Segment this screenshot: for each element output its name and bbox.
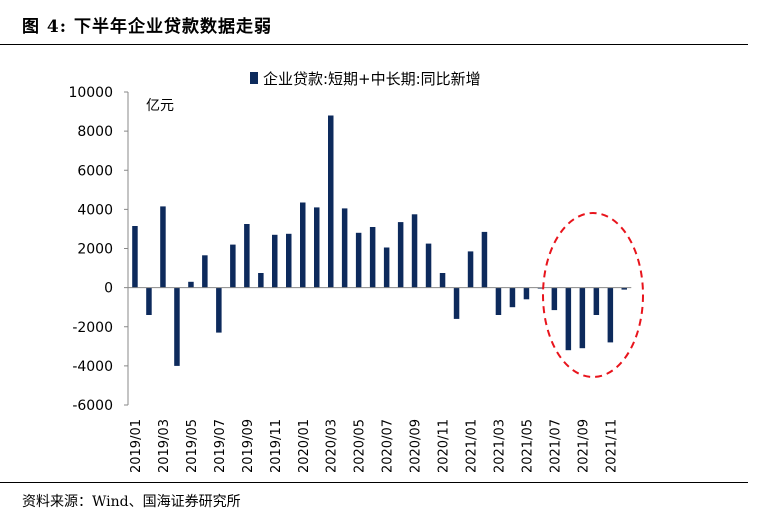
x-tick-label: 2020/11: [437, 419, 452, 473]
y-tick-label: 2000: [77, 242, 113, 258]
bar: [411, 214, 418, 288]
x-tick-label: 2019/11: [269, 419, 284, 473]
bar: [286, 233, 292, 288]
x-tick-label: 2021/09: [576, 419, 591, 473]
x-tick-label: 2019/05: [185, 419, 200, 473]
figure-footer: 资料来源：Wind、国海证券研究所: [0, 482, 748, 513]
bar: [467, 251, 474, 288]
legend-label: 企业贷款:短期+中长期:同比新增: [263, 70, 481, 88]
bar: [383, 247, 390, 288]
bar: [509, 287, 516, 308]
x-axis: 2019/01 2019/03 2019/05 2019/07 2019/09 2019/…: [128, 287, 632, 473]
x-tick-label: 2019/07: [213, 419, 228, 473]
bar: [160, 206, 166, 288]
y-tick-label: 6000: [77, 163, 113, 179]
y-axis: 10000 8000 6000 4000 2000 0 -2000 -4000 -6000: [68, 85, 129, 414]
bar: [369, 227, 376, 288]
bar: [341, 208, 348, 288]
figure-header: 图 4: 下半年企业贷款数据走弱: [0, 0, 748, 45]
bar: [328, 115, 334, 288]
bar: [216, 287, 222, 333]
x-tick-label: 2021/11: [604, 419, 619, 473]
bar: [272, 234, 278, 288]
y-tick-label: 10000: [68, 85, 113, 101]
bar: [481, 231, 488, 288]
bar: [244, 224, 250, 288]
x-tick-label: 2019/03: [157, 419, 172, 473]
bar: [551, 287, 558, 311]
bar-series: [132, 115, 627, 366]
highlight-ellipse: [542, 212, 644, 378]
bar: [202, 255, 208, 288]
bar: [621, 287, 627, 290]
bar: [565, 287, 572, 351]
x-tick-label: 2019/09: [241, 419, 256, 473]
bar: [258, 273, 264, 288]
x-tick-label: 2021/05: [520, 419, 535, 473]
bar: [132, 226, 138, 288]
bar: [300, 202, 306, 288]
x-tick-label: 2021/01: [465, 419, 480, 473]
x-tick-label: 2021/07: [548, 419, 563, 473]
chart-legend: 企业贷款:短期+中长期:同比新增: [250, 70, 481, 88]
bar: [607, 287, 614, 343]
bar: [495, 287, 502, 315]
y-tick-label: -4000: [72, 359, 113, 375]
y-tick-label: -2000: [72, 320, 113, 336]
bar: [397, 222, 404, 288]
bar: [593, 287, 600, 315]
bar: [355, 232, 362, 288]
y-tick-label: 4000: [77, 202, 113, 218]
x-tick-label: 2019/01: [129, 419, 144, 473]
bar: [579, 287, 586, 349]
x-tick-label: 2021/03: [492, 419, 507, 473]
bar: [174, 287, 180, 366]
bar: [453, 287, 460, 319]
bar: [146, 287, 152, 315]
bar: [188, 281, 194, 288]
y-tick-label: -6000: [72, 398, 113, 414]
x-tick-label: 2020/09: [409, 419, 424, 473]
bar: [523, 287, 530, 300]
bar: [439, 273, 446, 288]
x-tick-label: 2020/05: [353, 419, 368, 473]
bar: [230, 244, 236, 288]
figure-title: 图 4: 下半年企业贷款数据走弱: [22, 17, 272, 37]
bar-chart: 企业贷款:短期+中长期:同比新增 亿元 10000 8000 6000 4000 200…: [68, 70, 644, 473]
y-tick-label: 0: [104, 281, 113, 297]
y-tick-label: 8000: [77, 124, 113, 140]
bar: [314, 207, 320, 288]
y-unit-label: 亿元: [146, 98, 174, 114]
figure-source: 资料来源：Wind、国海证券研究所: [22, 494, 241, 510]
x-tick-label: 2020/07: [381, 419, 396, 473]
legend-swatch: [250, 72, 258, 84]
bar: [425, 243, 432, 288]
x-tick-label: 2020/03: [325, 419, 340, 473]
x-tick-label: 2020/01: [297, 419, 312, 473]
